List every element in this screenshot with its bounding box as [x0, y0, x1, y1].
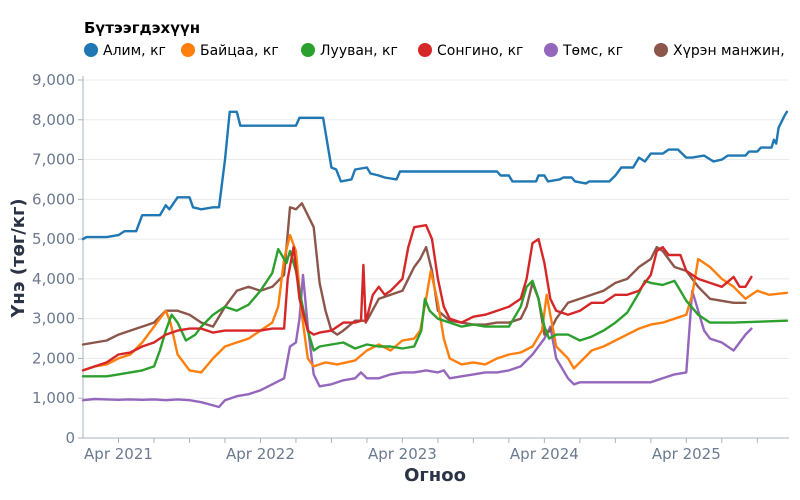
- legend-label: Хүрэн манжин,: [673, 43, 785, 59]
- x-tick-label: Apr 2025: [652, 445, 721, 463]
- series-line: [81, 202, 747, 346]
- y-tick-label: 4,000: [32, 270, 75, 288]
- x-axis-title: Огноо: [404, 465, 466, 486]
- series-line: [81, 110, 789, 241]
- y-axis-title: Үнэ (төг/кг): [8, 198, 29, 318]
- legend-label: Лууван, кг: [320, 43, 398, 59]
- y-tick-label: 6,000: [32, 190, 75, 208]
- series-line: [81, 247, 789, 378]
- legend-swatch-icon: [418, 43, 432, 57]
- legend-label: Сонгино, кг: [437, 43, 523, 59]
- legend-item[interactable]: Лууван, кг: [301, 43, 398, 59]
- plot-area: [81, 110, 789, 409]
- x-axis-ticks: Apr 2021 Apr 2022 Apr 2023 Apr 2024 Apr 2025: [84, 438, 758, 463]
- y-axis-ticks: 0 1,000 2,000 3,000 4,000 5,000 6,000 7,000 8,00…: [32, 71, 83, 447]
- series-line: [81, 223, 753, 372]
- series-line: [81, 233, 789, 374]
- legend-item[interactable]: Алим, кг: [84, 43, 166, 59]
- legend-swatch-icon: [84, 43, 98, 57]
- y-tick-label: 1,000: [32, 389, 75, 407]
- legend-item[interactable]: Төмс, кг: [544, 43, 623, 59]
- legend-title: Бүтээгдэхүүн: [84, 19, 200, 37]
- legend: Алим, кг Байцаа, кг Лууван, кг Сонгино, кг Т…: [84, 43, 785, 59]
- legend-label: Байцаа, кг: [200, 43, 279, 59]
- y-tick-label: 7,000: [32, 151, 75, 169]
- x-tick-label: Apr 2021: [84, 445, 153, 463]
- legend-item[interactable]: Сонгино, кг: [418, 43, 523, 59]
- legend-item[interactable]: Байцаа, кг: [181, 43, 279, 59]
- y-tick-label: 9,000: [32, 71, 75, 89]
- y-tick-label: 5,000: [32, 230, 75, 248]
- legend-swatch-icon: [544, 43, 558, 57]
- x-tick-label: Apr 2023: [368, 445, 437, 463]
- legend-swatch-icon: [654, 43, 668, 57]
- y-gridlines: [83, 79, 789, 399]
- legend-item[interactable]: Хүрэн манжин,: [654, 43, 785, 59]
- x-tick-label: Apr 2024: [510, 445, 579, 463]
- y-tick-label: 8,000: [32, 111, 75, 129]
- y-tick-label: 2,000: [32, 349, 75, 367]
- legend-swatch-icon: [181, 43, 195, 57]
- y-tick-label: 0: [65, 429, 75, 447]
- legend-label: Алим, кг: [103, 43, 166, 59]
- legend-label: Төмс, кг: [562, 43, 623, 59]
- legend-swatch-icon: [301, 43, 315, 57]
- y-tick-label: 3,000: [32, 310, 75, 328]
- series-line: [81, 273, 753, 409]
- x-tick-label: Apr 2022: [226, 445, 295, 463]
